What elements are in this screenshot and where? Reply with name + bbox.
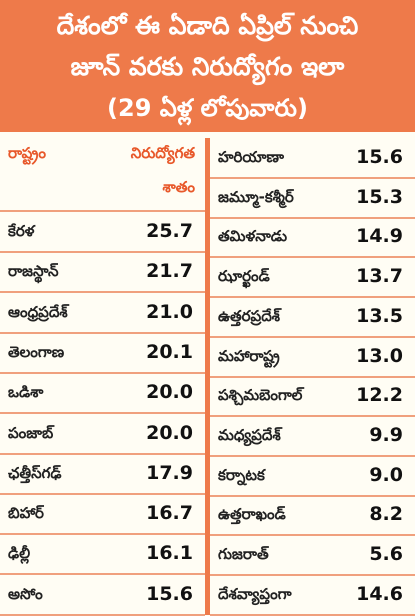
table-row: అసోం 15.6 bbox=[0, 575, 205, 616]
unemployment-value: 14.6 bbox=[356, 582, 403, 605]
unemployment-value: 21.7 bbox=[146, 260, 193, 283]
state-name: పంజాబ్ bbox=[8, 423, 54, 442]
unemployment-value: 25.7 bbox=[146, 220, 193, 242]
state-name: గుజరాత్ bbox=[218, 545, 269, 563]
table-row: కర్నాటక 9.0 bbox=[210, 456, 415, 497]
table-row: ఉత్తరప్రదేశ్ 13.5 bbox=[210, 297, 415, 338]
header-percent: శాతం bbox=[162, 178, 195, 196]
unemployment-value: 15.6 bbox=[146, 582, 193, 605]
table-row: కేరళ 25.7 bbox=[0, 212, 205, 253]
state-name: తెలంగాణ bbox=[8, 342, 65, 361]
state-name: అసోం bbox=[8, 584, 43, 603]
state-name: మధ్యప్రదేశ్ bbox=[218, 425, 281, 444]
state-name: బిహార్ bbox=[8, 504, 44, 523]
table-row: ఆంధ్రప్రదేశ్ 21.0 bbox=[0, 293, 205, 334]
unemployment-value: 5.6 bbox=[369, 543, 403, 565]
table-row: పంజాబ్ 20.0 bbox=[0, 414, 205, 455]
state-name: దేశవ్యాప్తంగా bbox=[218, 584, 292, 603]
title-banner: దేశంలో ఈ ఏడాది ఏప్రిల్ నుంచి జూన్ వరకు న… bbox=[0, 0, 415, 132]
table-header: రాష్ట్రం నిరుద్యోగత శాతం bbox=[0, 138, 205, 212]
table-row: ఉత్తరాఖండ్ 8.2 bbox=[210, 495, 415, 537]
unemployment-value: 8.2 bbox=[369, 503, 403, 526]
state-name: మహారాష్ట్ర bbox=[218, 346, 280, 365]
title-line-2: జూన్ వరకు నిరుద్యోగం ఇలా bbox=[70, 52, 345, 81]
unemployment-value: 20.1 bbox=[146, 340, 193, 363]
unemployment-value: 13.7 bbox=[356, 265, 403, 288]
header-state: రాష్ట్రం bbox=[8, 144, 46, 162]
column-divider bbox=[205, 138, 210, 615]
table-left-column: రాష్ట్రం నిరుద్యోగత శాతం కేరళ 25.7 రాజస్థా… bbox=[0, 138, 205, 616]
table-row: జమ్మూ-కశ్మీర్ 15.3 bbox=[210, 178, 415, 219]
unemployment-value: 20.0 bbox=[146, 381, 193, 404]
unemployment-value: 21.0 bbox=[146, 300, 193, 323]
unemployment-value: 9.9 bbox=[369, 423, 403, 446]
unemployment-value: 14.9 bbox=[356, 225, 403, 248]
state-name: ఛత్తీస్‌గఢ్ bbox=[8, 463, 62, 482]
unemployment-value: 16.7 bbox=[146, 502, 193, 525]
table-row: గుజరాత్ 5.6 bbox=[210, 535, 415, 576]
state-name: పశ్చిమబెంగాల్ bbox=[218, 386, 303, 405]
state-name: ఆంధ్రప్రదేశ్ bbox=[8, 302, 68, 321]
table-row: దేశవ్యాప్తంగా 14.6 bbox=[210, 575, 415, 616]
unemployment-value: 12.2 bbox=[356, 384, 403, 407]
table-row: ఢిల్లీ 16.1 bbox=[0, 534, 205, 576]
table-row: మహారాష్ట్ర 13.0 bbox=[210, 337, 415, 378]
state-name: ఝార్ఖండ్ bbox=[218, 267, 270, 286]
state-name: హరియాణా bbox=[218, 148, 284, 166]
state-name: ఉత్తరప్రదేశ్ bbox=[218, 306, 281, 325]
state-name: ఢిల్లీ bbox=[8, 544, 31, 563]
unemployment-value: 15.6 bbox=[356, 146, 403, 168]
state-name: జమ్మూ-కశ్మీర్ bbox=[218, 187, 294, 206]
unemployment-value: 20.0 bbox=[146, 421, 193, 444]
unemployment-value: 13.5 bbox=[356, 304, 403, 327]
title-line-3: (29 ఏళ్ల లోపువారు) bbox=[107, 94, 308, 122]
table-row: పశ్చిమబెంగాల్ 12.2 bbox=[210, 376, 415, 418]
state-name: రాజస్థాన్ bbox=[8, 262, 59, 281]
state-name: కేరళ bbox=[8, 222, 35, 240]
title-line-1: దేశంలో ఈ ఏడాది ఏప్రిల్ నుంచి bbox=[56, 11, 359, 40]
table-row: హరియాణా 15.6 bbox=[210, 138, 415, 179]
table-row: తెలంగాణ 20.1 bbox=[0, 333, 205, 374]
table-row: తమిళనాడు 14.9 bbox=[210, 217, 415, 259]
table-row: రాజస్థాన్ 21.7 bbox=[0, 252, 205, 294]
table-row: ఒడిశా 20.0 bbox=[0, 373, 205, 415]
table-right-column: హరియాణా 15.6 జమ్మూ-కశ్మీర్ 15.3 తమిళనాడు 14.9… bbox=[210, 138, 415, 616]
header-unemployment: నిరుద్యోగత bbox=[130, 144, 195, 162]
unemployment-value: 17.9 bbox=[146, 461, 193, 484]
unemployment-value: 13.0 bbox=[356, 344, 403, 367]
state-name: తమిళనాడు bbox=[218, 227, 288, 246]
state-name: ఒడిశా bbox=[8, 383, 44, 402]
unemployment-value: 9.0 bbox=[369, 463, 403, 486]
state-name: కర్నాటక bbox=[218, 465, 265, 484]
unemployment-value: 16.1 bbox=[146, 542, 193, 565]
unemployment-value: 15.3 bbox=[356, 185, 403, 208]
table-row: ఝార్ఖండ్ 13.7 bbox=[210, 257, 415, 299]
table-row: బిహార్ 16.7 bbox=[0, 494, 205, 536]
state-name: ఉత్తరాఖండ్ bbox=[218, 505, 286, 524]
table-row: మధ్యప్రదేశ్ 9.9 bbox=[210, 416, 415, 457]
unemployment-table: రాష్ట్రం నిరుద్యోగత శాతం కేరళ 25.7 రాజస్థా… bbox=[0, 138, 415, 616]
table-row: ఛత్తీస్‌గఢ్ 17.9 bbox=[0, 454, 205, 495]
